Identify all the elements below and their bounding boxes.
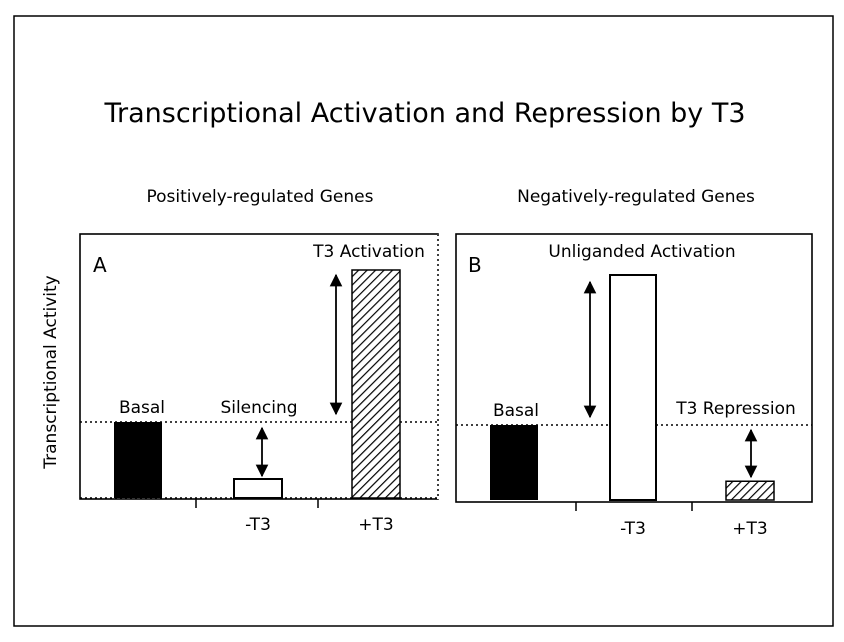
panel-b-basal-label: Basal (493, 401, 539, 421)
panel-a-heading: Positively-regulated Genes (147, 187, 374, 207)
panel-a-x-label-plus-t3: +T3 (358, 515, 393, 535)
panel-b-letter: B (468, 253, 482, 277)
panel-a-bar-plus-t3 (351, 269, 401, 499)
panel-b-frame (455, 233, 813, 503)
panel-a-basal-label: Basal (119, 398, 165, 418)
y-axis-label: Transcriptional Activity (41, 275, 61, 469)
panel-a-activation-label: T3 Activation (312, 242, 425, 262)
panel-b-activation-label: Unliganded Activation (548, 242, 735, 262)
panel-b-x-label-minus-t3: -T3 (620, 519, 646, 539)
panel-a-silencing-label: Silencing (220, 398, 297, 418)
panel-a-x-label-minus-t3: -T3 (245, 515, 271, 535)
panel-b-bar-minus-t3 (609, 274, 657, 501)
panel-a-bar-basal (114, 422, 162, 498)
panel-b-repression-label: T3 Repression (675, 399, 796, 419)
figure-title: Transcriptional Activation and Repressio… (103, 98, 745, 129)
panel-b-bar-basal (490, 425, 538, 500)
panel-b-x-label-plus-t3: +T3 (732, 519, 767, 539)
panel-b-bar-plus-t3 (725, 480, 775, 501)
panel-a-bar-minus-t3 (233, 478, 283, 499)
panel-a-letter: A (93, 253, 107, 277)
outer-frame (13, 15, 834, 627)
panel-b-heading: Negatively-regulated Genes (517, 187, 755, 207)
